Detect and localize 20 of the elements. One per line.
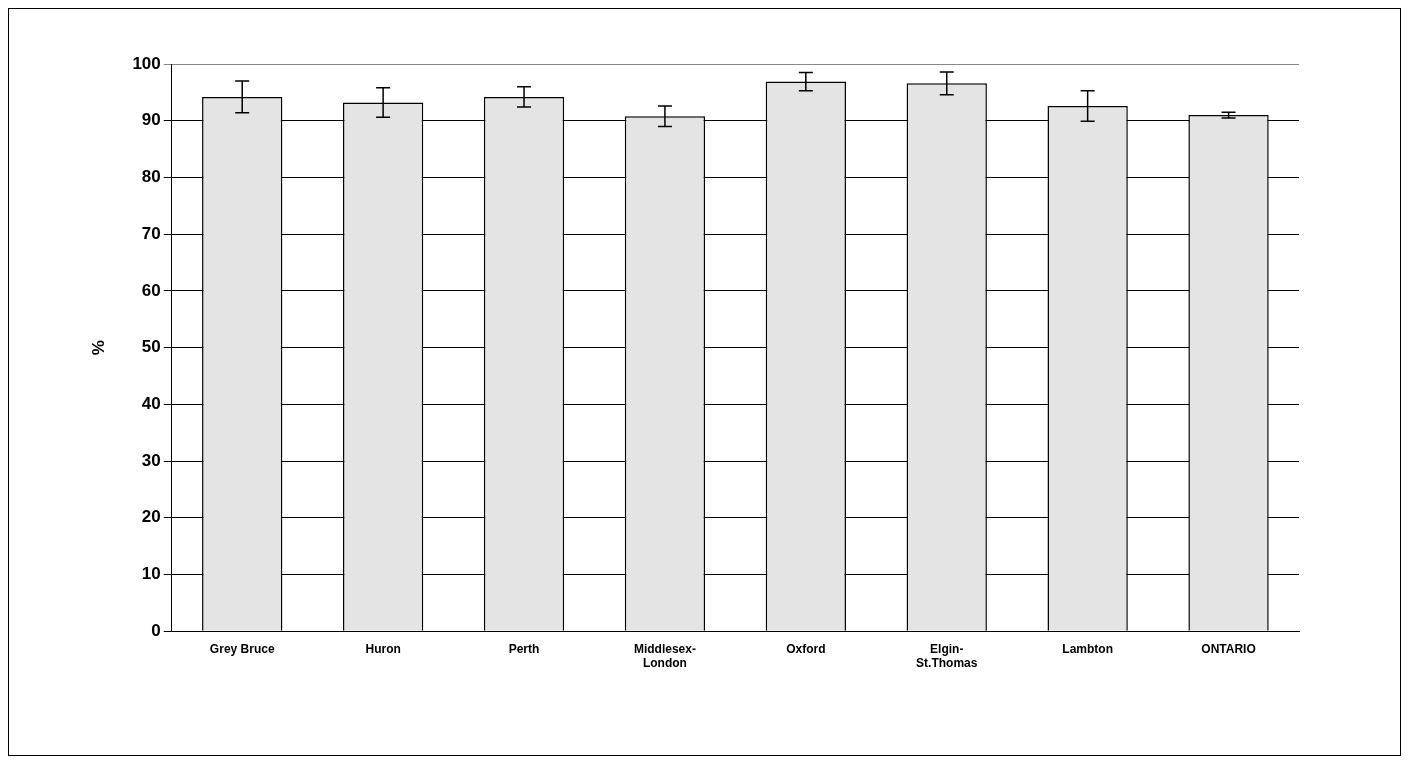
y-tick-label: 90 <box>141 110 161 130</box>
x-tick-label: ONTARIO <box>1201 641 1256 656</box>
x-tick-label: Elgin- St.Thomas <box>916 641 978 671</box>
x-tick-label: Grey Bruce <box>209 641 275 656</box>
x-tick-label: Huron <box>365 641 401 656</box>
x-tick-label: Oxford <box>786 641 826 656</box>
y-axis-title: % <box>88 340 108 356</box>
y-tick-label: 80 <box>141 167 161 187</box>
y-tick-label: 10 <box>141 564 161 584</box>
y-tick-label: 100 <box>132 53 161 73</box>
x-tick-label: Middlesex- London <box>633 641 696 671</box>
y-tick-label: 40 <box>141 394 161 414</box>
x-tick-label: Perth <box>508 641 540 656</box>
y-tick-label: 20 <box>141 507 161 527</box>
x-tick-label: Lambton <box>1062 641 1113 656</box>
y-tick-label: 50 <box>141 337 161 357</box>
y-tick-label: 70 <box>141 223 161 243</box>
y-tick-label: 0 <box>151 620 161 640</box>
y-tick-label: 60 <box>141 280 161 300</box>
y-tick-label: 30 <box>141 450 161 470</box>
